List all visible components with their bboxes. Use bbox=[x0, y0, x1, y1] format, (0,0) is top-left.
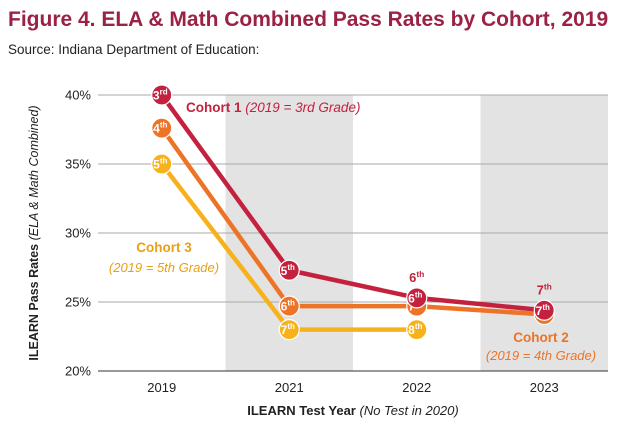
grade-callout: 6th bbox=[409, 269, 424, 285]
grade-label: 6th bbox=[408, 290, 422, 305]
grade-label: 7th bbox=[536, 303, 550, 318]
y-axis-title: ILEARN Pass Rates (ELA & Math Combined) bbox=[27, 105, 41, 360]
grade-callout: 7th bbox=[537, 281, 552, 297]
y-tick-label: 35% bbox=[65, 157, 91, 172]
grade-label: 8th bbox=[408, 322, 422, 337]
data-point-cohort-1 bbox=[278, 259, 300, 281]
data-point-cohort-1 bbox=[533, 299, 555, 321]
data-point-cohort-3 bbox=[406, 319, 428, 341]
y-axis-title-main: ILEARN Pass Rates bbox=[27, 244, 41, 361]
data-point-cohort-3 bbox=[151, 153, 173, 175]
x-tick-label: 2019 bbox=[147, 380, 176, 395]
series-line-1 bbox=[159, 92, 547, 313]
legend-cohort-3: Cohort 3 bbox=[136, 240, 192, 255]
data-point-cohort-2 bbox=[278, 295, 300, 317]
legend-cohort-2: Cohort 2 bbox=[513, 330, 569, 345]
grade-label: 6th bbox=[281, 299, 295, 314]
data-point-cohort-1 bbox=[406, 287, 428, 309]
y-tick-label: 40% bbox=[65, 88, 91, 103]
legend-cohort-3-note: (2019 = 5th Grade) bbox=[109, 260, 219, 275]
data-point-cohort-3 bbox=[278, 319, 300, 341]
grade-label: 4th bbox=[153, 121, 167, 136]
x-axis-title-note: (No Test in 2020) bbox=[356, 403, 459, 418]
x-tick-label: 2021 bbox=[275, 380, 304, 395]
legend-cohort-2-note: (2019 = 4th Grade) bbox=[486, 348, 596, 363]
series-line-2 bbox=[159, 125, 547, 317]
x-axis-title-main: ILEARN Test Year bbox=[247, 403, 356, 418]
grade-label: 5th bbox=[281, 263, 295, 278]
y-tick-label: 20% bbox=[65, 364, 91, 379]
legend-cohort-1: Cohort 1 (2019 = 3rd Grade) bbox=[186, 100, 360, 115]
x-tick-label: 2023 bbox=[530, 380, 559, 395]
y-axis-title-note: (ELA & Math Combined) bbox=[27, 105, 41, 243]
source-note: Source: Indiana Department of Education: bbox=[8, 42, 260, 57]
y-tick-label: 25% bbox=[65, 295, 91, 310]
y-tick-label: 30% bbox=[65, 226, 91, 241]
grade-label: 7th bbox=[281, 322, 295, 337]
x-tick-label: 2022 bbox=[402, 380, 431, 395]
data-point-cohort-2 bbox=[151, 117, 173, 139]
figure-title: Figure 4. ELA & Math Combined Pass Rates… bbox=[8, 8, 609, 31]
data-point-cohort-1 bbox=[151, 84, 173, 106]
x-axis-title: ILEARN Test Year (No Test in 2020) bbox=[247, 403, 458, 418]
grade-label: 5th bbox=[153, 157, 167, 172]
grade-label: 3rd bbox=[153, 88, 168, 103]
